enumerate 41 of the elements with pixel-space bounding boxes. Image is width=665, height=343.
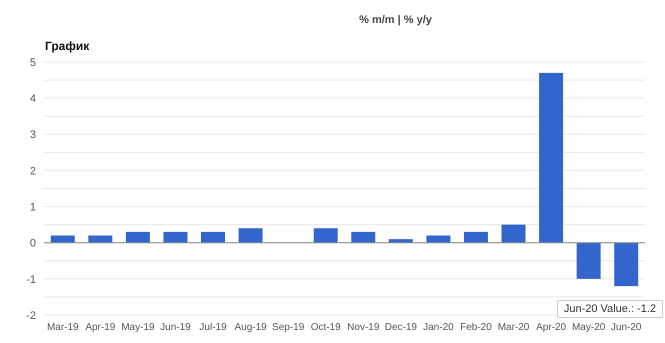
x-tick-label: Sep-19 <box>272 322 305 334</box>
x-tick-label: Jul-19 <box>199 322 228 334</box>
x-tick-label: Jan-20 <box>423 322 454 334</box>
bar <box>351 232 376 243</box>
x-tick-label: Dec-19 <box>384 322 418 334</box>
bar <box>314 228 338 243</box>
x-tick-label: Oct-19 <box>310 322 342 334</box>
y-tick-label: -2 <box>26 310 36 322</box>
bar <box>539 72 564 243</box>
y-tick-label: 3 <box>30 129 36 142</box>
bar <box>163 232 188 243</box>
x-tick-label: Feb-20 <box>460 322 492 334</box>
bar <box>426 235 450 243</box>
x-tick-label: Aug-19 <box>234 322 268 334</box>
y-tick-label: 1 <box>30 201 36 214</box>
y-tick-label: 5 <box>30 56 36 69</box>
bar <box>238 228 263 243</box>
chart-subtitle: % m/m | % y/y <box>358 14 433 26</box>
bar <box>614 242 638 286</box>
x-tick-label: Nov-19 <box>347 322 380 334</box>
chart-title: График <box>45 39 90 53</box>
x-tick-label: Apr-20 <box>536 322 567 334</box>
annotation: Jun-20 Value.: -1.2 <box>556 300 663 318</box>
x-tick-label: Mar-20 <box>498 322 530 334</box>
bar <box>576 242 601 279</box>
bar <box>464 232 488 243</box>
bar <box>502 224 526 243</box>
y-tick-label: 2 <box>30 165 36 178</box>
y-tick-label: -1 <box>26 274 36 286</box>
y-tick-label: 0 <box>30 238 36 250</box>
y-tick-label: 4 <box>30 93 36 106</box>
bar <box>201 232 226 243</box>
x-tick-label: May-20 <box>572 322 606 334</box>
x-tick-label: Apr-19 <box>85 322 116 334</box>
bar <box>88 235 112 243</box>
x-tick-label: Jun-19 <box>160 322 192 334</box>
x-tick-label: Jun-20 <box>610 322 642 334</box>
bar <box>50 235 75 243</box>
x-tick-label: Mar-19 <box>46 322 80 334</box>
x-tick-label: May-19 <box>121 322 156 334</box>
bar <box>126 232 150 243</box>
